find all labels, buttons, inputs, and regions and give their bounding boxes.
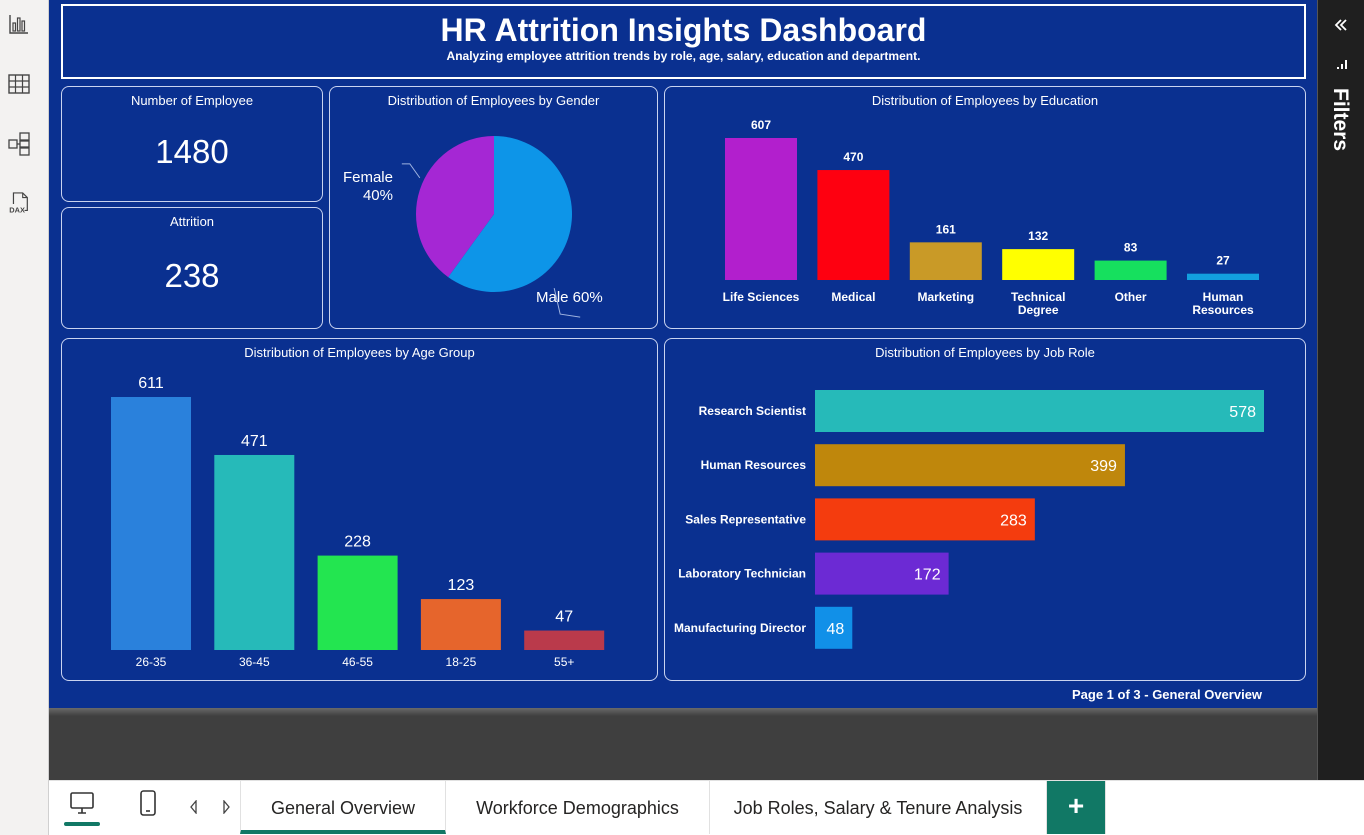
page-tab-bar: General Overview Workforce Demographics … [49,780,1364,835]
desktop-layout-icon[interactable] [69,790,95,816]
job-value-human-resources: 399 [1090,458,1117,475]
filters-pane: Filters [1317,0,1364,780]
job-bar-human-resources [815,444,1125,486]
table-view-icon[interactable] [8,72,30,96]
job-bar-research-scientist [815,390,1264,432]
view-switcher-sidebar: DAX [0,0,49,835]
desktop-layout-indicator [64,822,100,826]
edu-value-technical-degree: 132 [1028,229,1048,243]
dax-label: DAX [9,205,25,214]
job-role-bar-chart: 578 Research Scientist 399 Human Resources 2… [665,339,1305,680]
edu-value-marketing: 161 [936,222,956,236]
job-label-laboratory-technician: Laboratory Technician [678,567,806,581]
age-group-bar-chart: 611 26-35 471 36-45 228 46-55 123 18-25 47 55+ [62,339,657,680]
job-label-sales-representative: Sales Representative [685,512,806,526]
age-value-26-35: 611 [138,375,164,392]
age-bar-55 [524,631,604,650]
age-bar-18-25 [421,599,501,650]
dashboard-subtitle: Analyzing employee attrition trends by r… [63,49,1304,63]
job-label-human-resources: Human Resources [701,458,807,472]
edu-value-life-sciences: 607 [751,118,771,132]
gender-pie-chart: Female 40% Male 60% [330,87,657,328]
attrition-card[interactable]: Attrition 238 [61,207,323,329]
gender-chart-panel[interactable]: Distribution of Employees by Gender Fema… [329,86,658,329]
filters-label[interactable]: Filters [1328,88,1352,151]
attrition-value: 238 [62,257,322,295]
edu-bar-technical-degree [1002,249,1074,280]
edu-label-life-sciences: Life Sciences [723,290,800,304]
job-role-chart-panel[interactable]: Distribution of Employees by Job Role 57… [664,338,1306,681]
job-value-manufacturing-director: 48 [826,621,844,638]
tab-job-roles-salary-tenure[interactable]: Job Roles, Salary & Tenure Analysis [710,781,1047,834]
edu-bar-human-resources [1187,274,1259,280]
canvas-shadow [49,708,1317,716]
edu-bar-medical [817,170,889,280]
age-group-chart-panel[interactable]: Distribution of Employees by Age Group 6… [61,338,658,681]
employee-count-label: Number of Employee [62,93,322,108]
edu-label-human-resources: Resources [1192,303,1254,317]
tab-workforce-demographics[interactable]: Workforce Demographics [446,781,710,834]
age-bar-46-55 [318,556,398,650]
edu-label-human-resources: Human [1203,290,1244,304]
page-indicator: Page 1 of 3 - General Overview [1072,687,1262,702]
edu-bar-marketing [910,242,982,280]
edu-value-human-resources: 27 [1216,254,1230,268]
edu-label-technical-degree: Degree [1018,303,1059,317]
edu-value-medical: 470 [843,150,863,164]
education-bar-chart: 607 Life Sciences 470 Medical 161 Marketing 13… [665,87,1305,328]
mobile-layout-icon[interactable] [139,789,157,817]
age-value-46-55: 228 [344,534,371,551]
age-bar-26-35 [111,397,191,650]
job-value-sales-representative: 283 [1000,512,1027,529]
report-view-icon[interactable] [8,12,30,36]
chevron-double-left-icon[interactable] [1334,18,1348,32]
age-label-18-25: 18-25 [446,655,477,669]
age-value-36-45: 471 [241,433,268,450]
attrition-label: Attrition [62,214,322,229]
pie-label-female: Female [343,169,393,186]
age-label-55: 55+ [554,655,574,669]
age-bar-36-45 [214,455,294,650]
tab-general-overview[interactable]: General Overview [240,781,446,834]
model-view-icon[interactable] [8,132,30,156]
age-label-26-35: 26-35 [136,655,167,669]
job-label-research-scientist: Research Scientist [699,404,806,418]
age-value-18-25: 123 [448,577,475,594]
edu-label-marketing: Marketing [917,290,974,304]
add-page-button[interactable]: + [1047,781,1106,834]
employee-count-value: 1480 [62,133,322,171]
edu-bar-life-sciences [725,138,797,280]
job-label-manufacturing-director: Manufacturing Director [674,621,806,635]
dashboard-header: HR Attrition Insights Dashboard Analyzin… [61,4,1306,79]
edu-label-medical: Medical [831,290,875,304]
age-value-55: 47 [555,609,573,626]
pie-leader-female [402,164,420,178]
education-chart-panel[interactable]: Distribution of Employees by Education 6… [664,86,1306,329]
edu-bar-other [1095,261,1167,280]
edu-label-other: Other [1115,290,1147,304]
age-label-36-45: 36-45 [239,655,270,669]
pie-label-male: Male 60% [536,289,603,306]
filter-bars-icon [1335,58,1349,72]
dashboard-title: HR Attrition Insights Dashboard [63,12,1304,49]
employee-count-card[interactable]: Number of Employee 1480 [61,86,323,202]
next-page-icon[interactable] [221,800,231,814]
prev-page-icon[interactable] [189,800,199,814]
job-value-research-scientist: 578 [1229,404,1256,421]
edu-value-other: 83 [1124,241,1138,255]
edu-label-technical-degree: Technical [1011,290,1065,304]
pie-label-female-percent: 40% [363,187,393,204]
age-label-46-55: 46-55 [342,655,373,669]
dax-query-icon[interactable]: DAX [8,192,30,216]
job-value-laboratory-technician: 172 [914,567,941,584]
